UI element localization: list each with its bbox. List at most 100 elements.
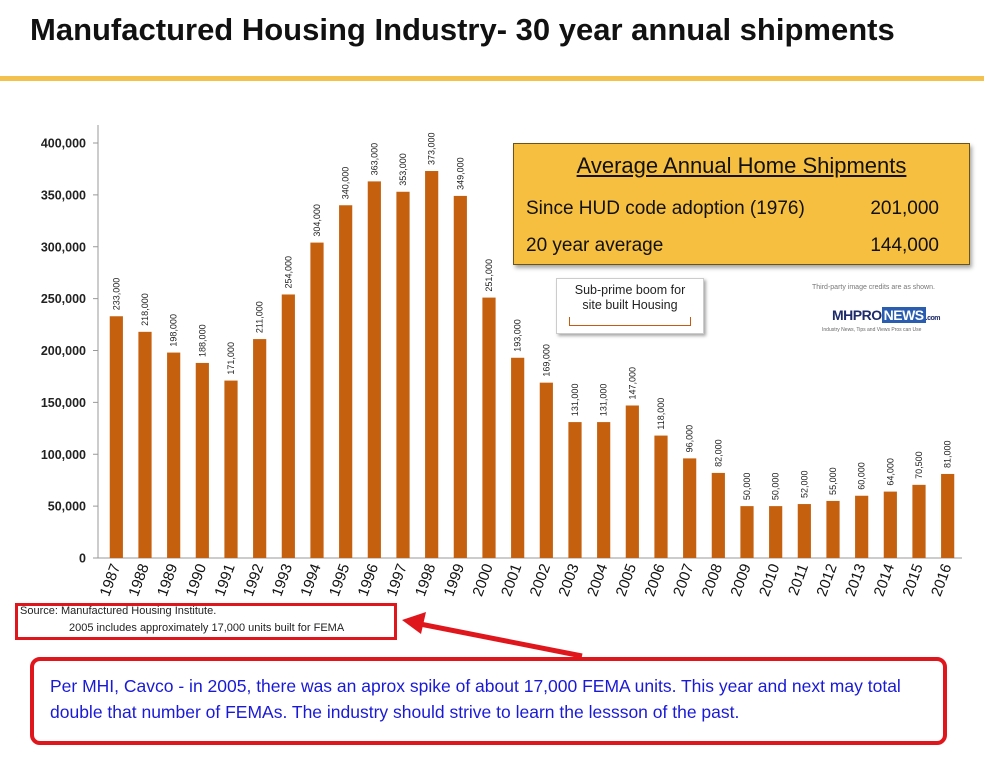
x-tick-label: 2014	[871, 562, 898, 599]
y-tick-label: 400,000	[41, 137, 86, 151]
data-label: 218,000	[140, 293, 150, 326]
data-label: 340,000	[341, 167, 351, 200]
x-tick-label: 2002	[527, 562, 554, 599]
bar	[367, 181, 381, 558]
subprime-line-1: Sub-prime boom for	[574, 283, 686, 297]
data-label: 211,000	[255, 301, 265, 333]
callout-arrow-line	[419, 621, 583, 659]
x-tick-label: 2003	[555, 562, 582, 599]
bar	[310, 242, 324, 558]
bar	[224, 380, 238, 558]
data-label: 118,000	[656, 398, 666, 430]
data-label: 304,000	[312, 204, 322, 237]
image-credit: Third-party image credits are as shown.	[812, 284, 935, 291]
data-label: 251,000	[484, 259, 494, 292]
x-tick-label: 2016	[928, 562, 955, 599]
data-label: 64,000	[885, 458, 895, 486]
bar	[195, 362, 209, 558]
y-tick-label: 250,000	[41, 292, 86, 306]
average-shipments-callout: Average Annual Home Shipments Since HUD …	[513, 143, 970, 265]
logo-news: NEWS	[881, 307, 926, 323]
x-tick-label: 1997	[383, 562, 410, 599]
x-tick-label: 1992	[240, 562, 267, 599]
data-label: 50,000	[742, 473, 752, 501]
y-tick-label: 100,000	[41, 448, 86, 462]
logo-suffix: .com	[925, 315, 941, 322]
x-tick-label: 1995	[326, 562, 353, 599]
average-row-label: 20 year average	[526, 235, 664, 256]
bar	[826, 500, 840, 558]
x-tick-label: 2008	[699, 562, 726, 599]
data-label: 131,000	[599, 384, 609, 417]
bar	[425, 171, 439, 558]
y-tick-label: 50,000	[48, 500, 86, 514]
x-tick-label: 1988	[125, 562, 152, 599]
x-tick-label: 1991	[211, 562, 238, 599]
x-tick-label: 1999	[441, 562, 468, 599]
average-shipments-title: Average Annual Home Shipments	[576, 153, 907, 178]
x-tick-label: 1990	[183, 562, 210, 599]
x-tick-label: 2006	[641, 562, 668, 599]
data-label: 81,000	[943, 440, 953, 468]
bar	[339, 205, 353, 558]
source-line: Source: Manufactured Housing Institute.	[20, 605, 217, 617]
title-divider	[0, 76, 984, 81]
bar	[396, 191, 410, 558]
page-title: Manufactured Housing Industry- 30 year a…	[30, 12, 895, 47]
subprime-line-2: site built Housing	[582, 298, 678, 312]
source-highlight-box	[15, 603, 397, 640]
bar	[511, 357, 525, 558]
bar	[941, 473, 955, 558]
x-tick-label: 2011	[785, 562, 812, 598]
bar	[683, 458, 697, 558]
data-label: 198,000	[169, 314, 179, 347]
bar	[883, 491, 897, 558]
bar	[597, 422, 611, 558]
bar	[654, 435, 668, 558]
average-row-value: 144,000	[870, 235, 939, 256]
arrow-head-icon	[402, 612, 426, 634]
data-label: 171,000	[226, 342, 236, 375]
data-label: 353,000	[398, 153, 408, 186]
bar	[253, 339, 267, 558]
y-tick-label: 300,000	[41, 240, 86, 254]
bar	[138, 331, 152, 558]
x-tick-label: 1987	[97, 562, 124, 599]
commentary-box: Per MHI, Cavco - in 2005, there was an a…	[30, 657, 947, 745]
average-row-value: 201,000	[870, 198, 939, 219]
data-label: 193,000	[513, 319, 523, 352]
data-label: 55,000	[828, 467, 838, 495]
bar	[912, 484, 926, 558]
bar	[167, 352, 181, 558]
bar	[769, 506, 783, 558]
data-label: 131,000	[570, 384, 580, 417]
data-label: 233,000	[111, 278, 121, 311]
x-tick-label: 2015	[899, 562, 926, 599]
data-label: 147,000	[627, 367, 637, 400]
bar	[482, 297, 496, 558]
fema-footnote: 2005 includes approximately 17,000 units…	[69, 622, 345, 634]
x-tick-label: 2013	[842, 562, 869, 599]
x-tick-label: 1998	[412, 562, 439, 599]
bar	[625, 405, 639, 558]
bar	[740, 506, 754, 558]
x-tick-label: 2000	[469, 562, 496, 599]
logo-tagline: Industry News, Tips and Views Pros can U…	[822, 327, 922, 333]
y-tick-label: 0	[79, 552, 86, 566]
logo-wordmark: MHPRO NEWS .com	[832, 307, 940, 323]
average-row-label: Since HUD code adoption (1976)	[526, 198, 805, 219]
data-label: 70,500	[914, 451, 924, 479]
x-tick-label: 2005	[613, 562, 640, 599]
data-label: 96,000	[685, 425, 695, 453]
bar	[109, 316, 123, 558]
x-tick-label: 1989	[154, 562, 181, 599]
bar	[568, 422, 582, 558]
x-tick-label: 1994	[297, 562, 324, 599]
data-label: 60,000	[857, 462, 867, 490]
x-tick-label: 2001	[498, 562, 525, 599]
x-tick-label: 1996	[355, 562, 382, 599]
x-tick-label: 1993	[269, 562, 296, 599]
bar	[797, 504, 811, 558]
data-label: 52,000	[799, 471, 809, 499]
